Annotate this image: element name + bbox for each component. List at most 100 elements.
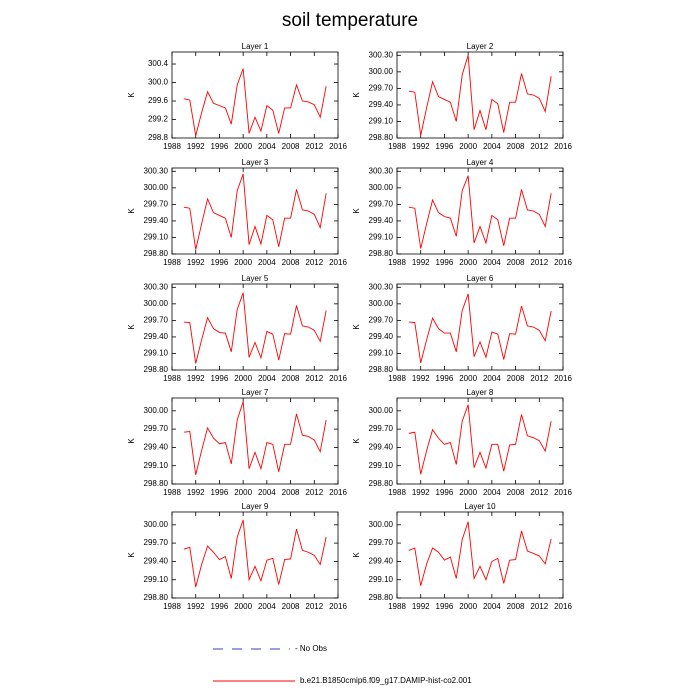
y-axis-label: K xyxy=(127,438,136,444)
x-tick-label: 2004 xyxy=(258,258,276,267)
x-tick-label: 1988 xyxy=(163,602,181,611)
x-tick-label: 1988 xyxy=(388,488,406,497)
x-tick-label: 2008 xyxy=(507,602,525,611)
y-tick-label: 298.80 xyxy=(369,593,394,602)
x-tick-label: 1988 xyxy=(163,142,181,151)
y-tick-label: 299.40 xyxy=(144,557,169,566)
x-tick-label: 1988 xyxy=(388,142,406,151)
y-tick-label: 299.2 xyxy=(148,115,169,124)
y-axis-label: K xyxy=(127,92,136,98)
x-tick-label: 2016 xyxy=(329,142,347,151)
x-tick-label: 1996 xyxy=(211,602,229,611)
x-tick-label: 2012 xyxy=(530,602,548,611)
x-tick-label: 2000 xyxy=(459,142,477,151)
legend-label: - No Obs xyxy=(295,644,327,653)
plot-frame xyxy=(396,511,564,599)
y-tick-label: 300.00 xyxy=(369,520,394,529)
x-tick-label: 2000 xyxy=(459,258,477,267)
y-tick-label: 300.30 xyxy=(144,166,169,175)
x-tick-label: 2004 xyxy=(483,258,501,267)
x-tick-label: 1992 xyxy=(412,488,430,497)
y-tick-label: 299.10 xyxy=(144,349,169,358)
data-line xyxy=(183,401,327,475)
x-tick-label: 2004 xyxy=(483,142,501,151)
y-tick-label: 300.00 xyxy=(369,67,394,76)
y-tick-label: 299.10 xyxy=(144,461,169,470)
y-tick-label: 299.70 xyxy=(369,424,394,433)
x-tick-label: 2008 xyxy=(282,258,300,267)
y-tick-label: 300.00 xyxy=(369,299,394,308)
panel-title: Layer 10 xyxy=(464,502,496,511)
x-tick-label: 2004 xyxy=(258,142,276,151)
panel-title: Layer 3 xyxy=(242,158,269,167)
panel-title: Layer 8 xyxy=(467,388,494,397)
plot-frame xyxy=(396,167,564,255)
x-tick-label: 2008 xyxy=(282,142,300,151)
x-tick-label: 2008 xyxy=(507,258,525,267)
x-tick-label: 1988 xyxy=(163,374,181,383)
x-tick-label: 1996 xyxy=(436,488,454,497)
x-tick-label: 1988 xyxy=(388,374,406,383)
y-tick-label: 299.70 xyxy=(144,199,169,208)
y-tick-label: 300.30 xyxy=(369,50,394,59)
x-tick-label: 2004 xyxy=(483,602,501,611)
panel-title: Layer 1 xyxy=(242,42,269,51)
data-line xyxy=(408,521,552,586)
plot-frame xyxy=(171,511,339,599)
plot-frame xyxy=(171,51,339,139)
x-tick-label: 1996 xyxy=(211,258,229,267)
x-tick-label: 1988 xyxy=(388,602,406,611)
y-tick-label: 299.40 xyxy=(369,443,394,452)
x-tick-label: 1992 xyxy=(187,374,205,383)
y-tick-label: 299.10 xyxy=(369,575,394,584)
y-tick-label: 299.70 xyxy=(369,538,394,547)
x-tick-label: 1996 xyxy=(211,374,229,383)
y-tick-label: 299.70 xyxy=(369,83,394,92)
y-tick-label: 299.40 xyxy=(369,557,394,566)
x-tick-label: 2012 xyxy=(305,142,323,151)
x-tick-label: 2016 xyxy=(554,142,572,151)
x-tick-label: 2004 xyxy=(483,374,501,383)
data-line xyxy=(183,173,327,250)
y-tick-label: 299.40 xyxy=(144,332,169,341)
panel-title: Layer 9 xyxy=(242,502,269,511)
x-tick-label: 1992 xyxy=(412,142,430,151)
x-tick-label: 2016 xyxy=(329,602,347,611)
x-tick-label: 2012 xyxy=(305,602,323,611)
x-tick-label: 2004 xyxy=(258,488,276,497)
plot-frame xyxy=(171,397,339,485)
x-tick-label: 2000 xyxy=(234,142,252,151)
x-tick-label: 2012 xyxy=(305,374,323,383)
y-tick-label: 300.30 xyxy=(144,282,169,291)
x-tick-label: 2008 xyxy=(282,374,300,383)
y-tick-label: 298.80 xyxy=(144,479,169,488)
x-tick-label: 2012 xyxy=(305,258,323,267)
x-tick-label: 1992 xyxy=(187,488,205,497)
x-tick-label: 2016 xyxy=(554,602,572,611)
y-tick-label: 298.80 xyxy=(144,365,169,374)
x-tick-label: 1992 xyxy=(187,142,205,151)
x-tick-label: 2008 xyxy=(282,602,300,611)
x-tick-label: 2008 xyxy=(507,488,525,497)
x-tick-label: 2000 xyxy=(234,602,252,611)
panel-title: Layer 5 xyxy=(242,274,269,283)
y-tick-label: 300.00 xyxy=(144,406,169,415)
y-tick-label: 299.70 xyxy=(144,424,169,433)
data-line xyxy=(408,55,552,136)
plot-frame xyxy=(171,167,339,255)
x-tick-label: 2016 xyxy=(329,258,347,267)
x-tick-label: 1988 xyxy=(163,488,181,497)
y-tick-label: 299.40 xyxy=(369,216,394,225)
x-tick-label: 1996 xyxy=(436,258,454,267)
x-tick-label: 2016 xyxy=(554,488,572,497)
y-axis-label: K xyxy=(352,324,361,330)
y-tick-label: 299.10 xyxy=(369,117,394,126)
y-tick-label: 299.6 xyxy=(148,96,169,105)
x-tick-label: 1996 xyxy=(436,374,454,383)
y-tick-label: 299.70 xyxy=(369,315,394,324)
y-tick-label: 298.8 xyxy=(148,133,169,142)
x-tick-label: 1988 xyxy=(163,258,181,267)
y-tick-label: 298.80 xyxy=(144,249,169,258)
y-tick-label: 299.10 xyxy=(144,233,169,242)
